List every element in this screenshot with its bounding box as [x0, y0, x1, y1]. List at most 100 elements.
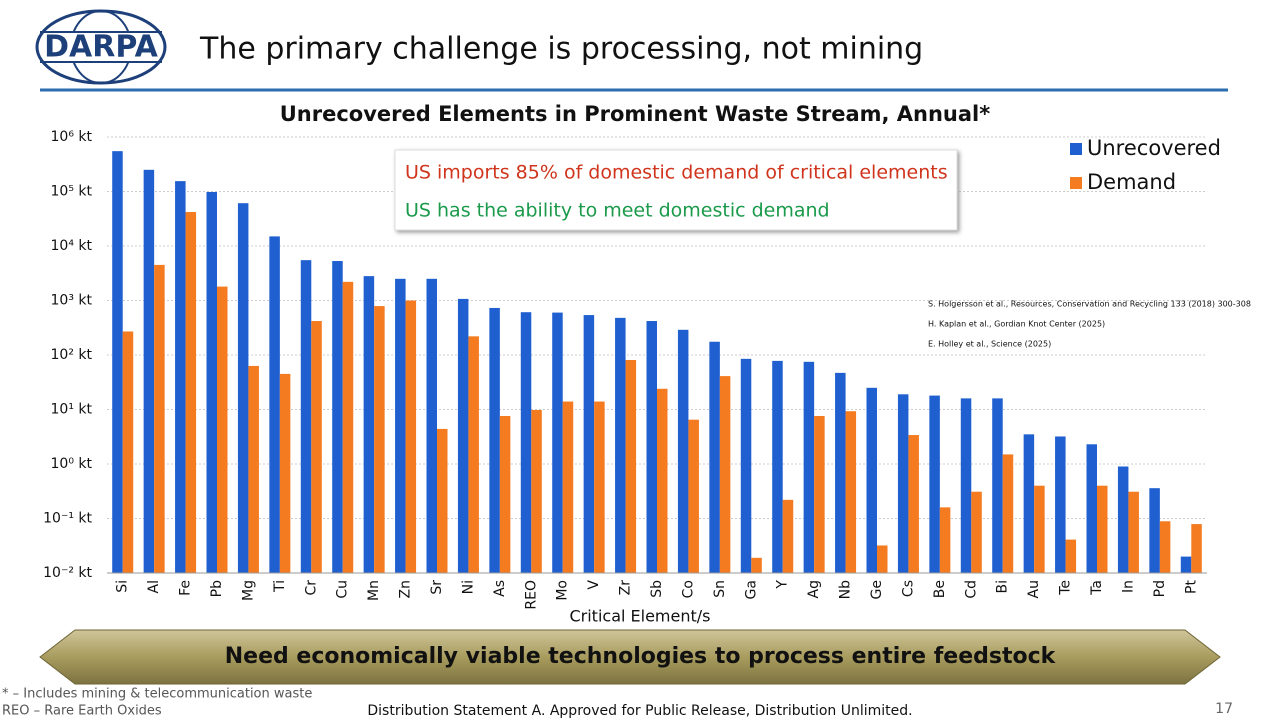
x-tick-label: Cu — [335, 580, 351, 599]
x-tick-label: Mn — [366, 580, 382, 601]
x-tick-label: REO — [523, 580, 539, 610]
bar — [1149, 488, 1160, 573]
footnote: * – Includes mining & telecommunication … — [2, 687, 312, 702]
legend-swatch — [1070, 177, 1082, 189]
x-tick-label: Sn — [712, 580, 728, 598]
bar — [1191, 524, 1202, 573]
x-tick-label: Au — [1026, 580, 1042, 598]
x-tick-label: Ga — [743, 580, 759, 599]
bar — [908, 435, 919, 573]
banner-text: Need economically viable technologies to… — [225, 644, 1057, 669]
bar — [877, 545, 888, 573]
bar — [269, 236, 280, 574]
distribution: Distribution Statement A. Approved for P… — [367, 703, 912, 719]
bar — [709, 341, 720, 573]
bar — [437, 428, 448, 573]
bar — [1117, 466, 1129, 573]
x-tick-label: In — [1120, 580, 1136, 593]
y-tick-label: 10¹ kt — [51, 402, 93, 418]
bar — [615, 317, 626, 573]
x-tick-label: Cs — [900, 580, 916, 597]
legend-label: Unrecovered — [1087, 136, 1221, 160]
x-tick-label: As — [492, 580, 508, 597]
y-tick-label: 10³ kt — [51, 293, 93, 309]
x-tick-label: Mo — [555, 580, 571, 601]
x-tick-label: Zn — [398, 580, 414, 598]
bar — [740, 358, 752, 573]
bar — [395, 278, 406, 573]
x-tick-label: V — [586, 580, 602, 590]
bar — [248, 365, 259, 573]
bar — [929, 395, 940, 573]
bar — [457, 298, 469, 573]
reference: E. Holley et al., Science (2025) — [928, 340, 1051, 349]
bar — [1097, 485, 1108, 573]
reference: H. Kaplan et al., Gordian Knot Center (2… — [928, 320, 1105, 329]
bar — [499, 415, 511, 573]
x-tick-label: Y — [775, 580, 791, 590]
x-tick-label: Ge — [869, 580, 885, 599]
x-tick-label: Ti — [272, 580, 288, 593]
x-tick-label: Si — [115, 580, 131, 593]
y-tick-label: 10⁴ kt — [51, 238, 93, 254]
bar — [1065, 539, 1077, 573]
chart-title: Unrecovered Elements in Prominent Waste … — [280, 102, 991, 126]
bar — [1180, 556, 1192, 573]
x-tick-label: Al — [146, 580, 162, 593]
y-tick-label: 10⁻¹ kt — [43, 511, 92, 527]
bar — [583, 315, 595, 573]
x-tick-label: Ta — [1089, 580, 1105, 596]
bar — [1034, 485, 1045, 573]
bar — [1023, 434, 1035, 573]
y-tick-label: 10⁻² kt — [43, 565, 92, 581]
bar — [835, 372, 846, 573]
bar — [646, 321, 657, 573]
bar — [143, 169, 155, 574]
bar — [814, 415, 825, 573]
x-tick-label: Cr — [303, 580, 319, 596]
bar — [625, 359, 637, 573]
callout-text: US has the ability to meet domestic dema… — [405, 200, 830, 222]
bar — [552, 312, 563, 573]
bar — [992, 398, 1003, 573]
callout: US imports 85% of domestic demand of cri… — [394, 149, 958, 231]
bar — [866, 387, 877, 573]
x-tick-label: Co — [680, 580, 696, 598]
legend-swatch — [1070, 143, 1082, 155]
slide-title: The primary challenge is processing, not… — [199, 32, 923, 67]
bar — [1128, 491, 1139, 573]
x-tick-label: Te — [1058, 580, 1074, 596]
bar — [1002, 454, 1014, 573]
bar — [803, 361, 815, 573]
bar — [1159, 521, 1171, 573]
bar — [960, 398, 972, 573]
bar — [300, 260, 312, 573]
bar — [154, 264, 165, 573]
x-tick-label: Nb — [838, 580, 854, 599]
bar — [122, 331, 134, 573]
bar — [594, 401, 605, 573]
bar — [489, 307, 500, 573]
bar — [206, 191, 217, 573]
bar — [363, 276, 375, 573]
bar — [426, 278, 437, 573]
banner-shape — [39, 629, 1221, 685]
bar — [782, 499, 794, 573]
bar — [562, 401, 574, 573]
x-tick-label: Zr — [618, 580, 634, 596]
reference: S. Holgersson et al., Resources, Conserv… — [928, 300, 1251, 309]
bar — [688, 419, 699, 573]
bar — [175, 181, 186, 573]
x-axis-label: Critical Element/s — [569, 607, 710, 626]
x-tick-label: Bi — [995, 580, 1011, 594]
page-number: 17 — [1215, 701, 1233, 717]
y-tick-label: 10² kt — [51, 347, 93, 363]
x-tick-label: Pd — [1152, 580, 1168, 597]
x-tick-label: Sr — [429, 580, 445, 595]
footnote: REO – Rare Earth Oxides — [2, 704, 162, 719]
bar — [468, 336, 479, 573]
bar — [845, 411, 857, 573]
plot: 10⁶ kt 10⁵ kt 10⁴ kt 10³ kt 10² kt 10¹ kt 10⁰ … — [43, 129, 1221, 610]
bar — [719, 376, 731, 573]
bar — [1086, 444, 1097, 573]
